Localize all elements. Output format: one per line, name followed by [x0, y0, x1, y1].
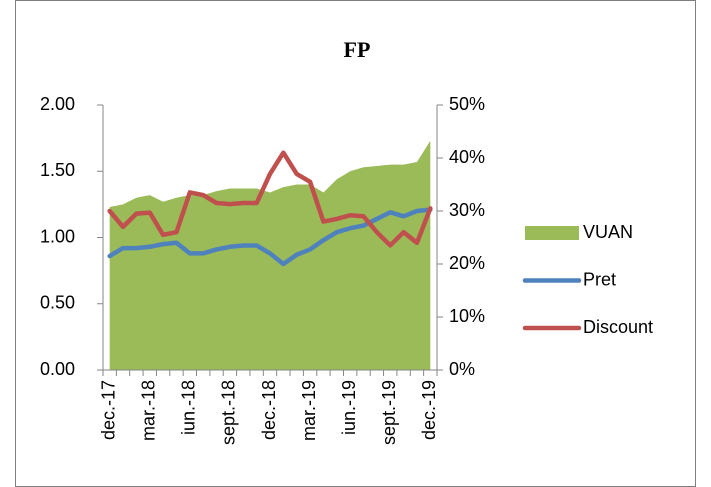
- y-tick-label: 0.00: [40, 359, 75, 379]
- legend-label: VUAN: [583, 222, 633, 242]
- y2-tick-label: 30%: [449, 200, 485, 220]
- y2-tick-label: 0%: [449, 359, 475, 379]
- y2-tick-label: 10%: [449, 306, 485, 326]
- y-tick-label: 0.50: [40, 293, 75, 313]
- y2-tick-label: 20%: [449, 253, 485, 273]
- y2-tick-label: 40%: [449, 147, 485, 167]
- x-tick-label: iun.-18: [179, 380, 199, 435]
- y-tick-label: 2.00: [40, 94, 75, 114]
- y-tick-label: 1.50: [40, 160, 75, 180]
- y-tick-label: 1.00: [40, 226, 75, 246]
- x-tick-label: mar.-18: [139, 380, 159, 441]
- x-tick-label: mar.-19: [299, 380, 319, 441]
- x-tick-label: dec.-17: [98, 380, 118, 440]
- chart-title: FP: [344, 37, 371, 62]
- line: [107, 207, 433, 267]
- x-tick-label: sept.-18: [219, 380, 239, 445]
- line: [107, 150, 433, 248]
- y2-tick-label: 50%: [449, 94, 485, 114]
- legend-label: Pret: [583, 269, 616, 289]
- x-tick-label: dec.-18: [259, 380, 279, 440]
- x-tick-label: sept.-19: [379, 380, 399, 445]
- legend-swatch: [525, 226, 579, 240]
- x-tick-label: iun.-19: [339, 380, 359, 435]
- x-tick-label: dec.-19: [419, 380, 439, 440]
- legend-label: Discount: [583, 317, 653, 337]
